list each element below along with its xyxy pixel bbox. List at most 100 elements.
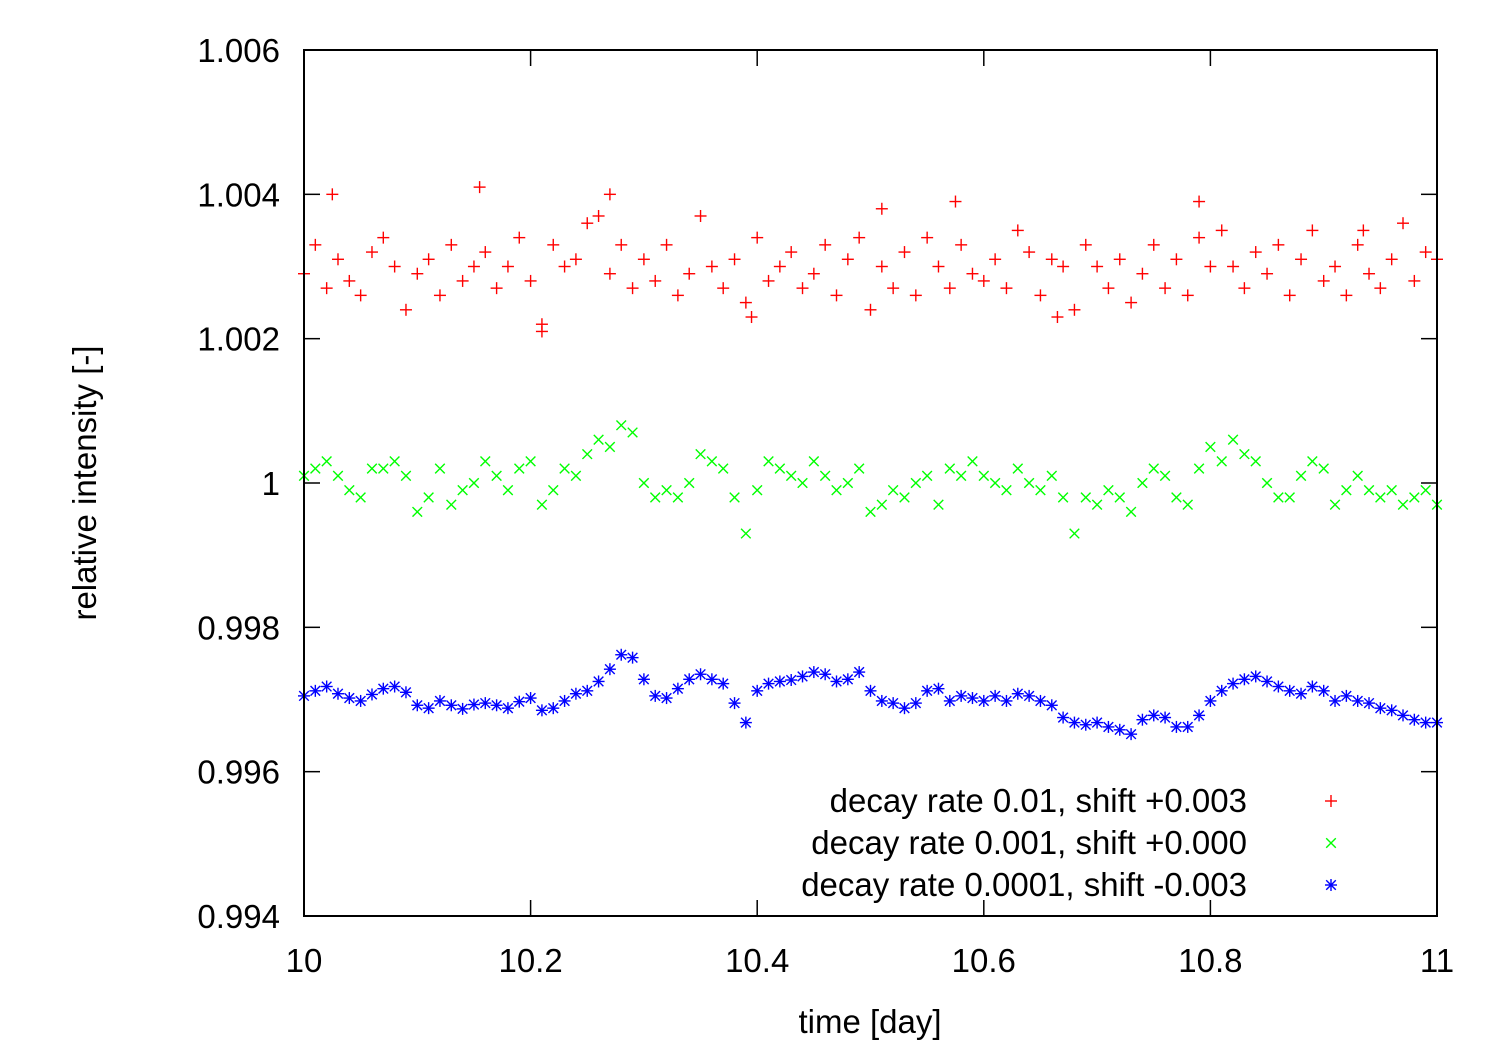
data-point bbox=[501, 702, 514, 715]
data-point bbox=[1239, 448, 1250, 460]
data-point bbox=[1329, 499, 1341, 510]
data-point bbox=[751, 231, 764, 244]
data-point bbox=[694, 209, 707, 222]
plot-frame bbox=[303, 49, 1438, 917]
data-point bbox=[797, 477, 808, 489]
data-point bbox=[343, 692, 356, 705]
data-point bbox=[1284, 492, 1296, 503]
legend-entry-2: decay rate 0.001, shift +0.000 bbox=[811, 824, 1337, 861]
data-point bbox=[819, 668, 832, 681]
data-point bbox=[445, 499, 457, 510]
data-point bbox=[1283, 684, 1296, 697]
data-point bbox=[1227, 677, 1240, 690]
data-point bbox=[501, 260, 514, 273]
data-point bbox=[547, 238, 560, 251]
data-point bbox=[400, 470, 412, 482]
data-point bbox=[1397, 217, 1410, 230]
data-point bbox=[389, 456, 400, 467]
data-point bbox=[898, 702, 911, 715]
data-point bbox=[933, 499, 944, 510]
data-point bbox=[1103, 484, 1114, 496]
data-point bbox=[1102, 282, 1115, 295]
data-point bbox=[1385, 704, 1398, 717]
legend-entry-1: decay rate 0.01, shift +0.003 bbox=[830, 782, 1337, 819]
data-point bbox=[377, 231, 390, 244]
series-3 bbox=[298, 648, 1443, 741]
data-point bbox=[490, 282, 503, 295]
data-point bbox=[399, 686, 412, 699]
data-point bbox=[932, 260, 945, 273]
data-point bbox=[909, 697, 922, 710]
data-point bbox=[1408, 713, 1421, 726]
data-point bbox=[853, 463, 865, 474]
data-point bbox=[603, 188, 616, 201]
data-point bbox=[1363, 267, 1376, 280]
data-point bbox=[326, 188, 339, 201]
data-point bbox=[1171, 492, 1182, 503]
data-point bbox=[1136, 267, 1149, 280]
data-point bbox=[949, 195, 962, 208]
tick-labels: 10 10.2 10.4 10.6 10.8 11 0.994 0.996 0.998 1 1.00… bbox=[197, 32, 1454, 979]
data-point bbox=[457, 484, 468, 496]
data-point bbox=[706, 456, 718, 467]
data-point bbox=[875, 260, 888, 273]
data-points bbox=[298, 181, 1443, 741]
y-tick-label: 0.996 bbox=[197, 754, 280, 791]
data-point bbox=[1182, 499, 1194, 510]
data-point bbox=[1046, 470, 1058, 482]
data-point bbox=[1227, 260, 1240, 273]
data-point bbox=[967, 456, 978, 467]
data-point bbox=[1011, 224, 1024, 237]
data-point bbox=[412, 506, 423, 518]
data-point bbox=[1023, 689, 1036, 702]
data-point bbox=[1193, 463, 1205, 474]
data-point bbox=[365, 246, 378, 259]
data-point bbox=[1363, 484, 1375, 496]
x-axis-title: time [day] bbox=[798, 1003, 941, 1040]
data-point bbox=[955, 689, 968, 702]
data-point bbox=[1306, 224, 1319, 237]
data-point bbox=[615, 648, 628, 661]
x-tick-label: 11 bbox=[1420, 942, 1454, 979]
data-point bbox=[1363, 697, 1376, 710]
y-tick-label: 0.994 bbox=[197, 898, 280, 935]
data-point bbox=[1068, 303, 1081, 316]
data-point bbox=[1307, 456, 1318, 467]
data-point bbox=[819, 470, 831, 482]
data-point bbox=[1238, 282, 1251, 295]
data-point bbox=[865, 506, 876, 518]
data-point bbox=[343, 274, 356, 287]
data-point bbox=[717, 677, 730, 690]
data-point bbox=[569, 253, 582, 266]
data-point bbox=[558, 260, 571, 273]
data-point bbox=[1091, 716, 1104, 729]
data-point bbox=[445, 699, 458, 712]
data-point bbox=[1261, 267, 1274, 280]
data-point bbox=[1420, 484, 1431, 496]
legend-marker bbox=[1325, 795, 1337, 807]
data-point bbox=[1385, 253, 1398, 266]
data-point bbox=[695, 448, 706, 460]
data-point bbox=[473, 181, 486, 194]
data-point bbox=[1034, 694, 1047, 707]
data-point bbox=[1193, 231, 1206, 244]
data-point bbox=[740, 528, 752, 539]
data-point bbox=[524, 692, 537, 705]
data-point bbox=[456, 702, 469, 715]
data-point bbox=[1329, 260, 1342, 273]
data-point bbox=[378, 463, 389, 474]
data-point bbox=[1351, 694, 1364, 707]
data-point bbox=[637, 253, 650, 266]
data-point bbox=[807, 267, 820, 280]
data-point bbox=[728, 697, 741, 710]
data-point bbox=[921, 684, 934, 697]
data-point bbox=[921, 231, 934, 244]
data-point bbox=[853, 231, 866, 244]
data-point bbox=[1159, 711, 1172, 724]
data-point bbox=[1068, 716, 1081, 729]
legend-entry-3: decay rate 0.0001, shift -0.003 bbox=[801, 866, 1337, 903]
data-point bbox=[604, 441, 616, 453]
data-point bbox=[399, 303, 412, 316]
data-point bbox=[355, 492, 366, 503]
